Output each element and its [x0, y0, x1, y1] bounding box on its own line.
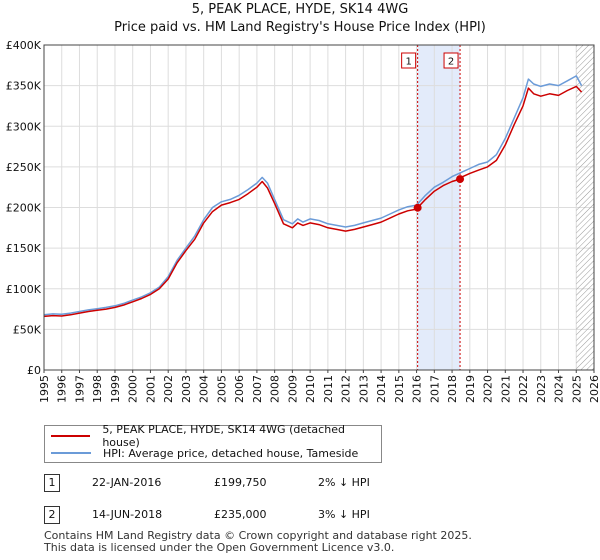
x-tick-label: 2010	[304, 375, 317, 403]
x-tick-label: 1996	[56, 375, 69, 403]
x-tick-label: 2015	[393, 375, 406, 403]
y-tick-label: £200K	[6, 202, 42, 215]
chart-title: 5, PEAK PLACE, HYDE, SK14 4WG	[191, 2, 409, 17]
transaction-number: 1	[44, 474, 60, 492]
footer-line: This data is licensed under the Open Gov…	[44, 541, 395, 554]
legend: 5, PEAK PLACE, HYDE, SK14 4WG (detached …	[44, 423, 382, 463]
legend-swatch-property	[51, 435, 91, 437]
x-tick-label: 2014	[375, 375, 388, 403]
legend-label-hpi: HPI: Average price, detached house, Tame…	[103, 446, 359, 460]
x-tick-label: 2020	[482, 375, 495, 403]
transaction-number: 2	[44, 506, 60, 524]
footer-attribution: Contains HM Land Registry data © Crown c…	[44, 530, 472, 554]
transaction-date: 22-JAN-2016	[92, 476, 162, 489]
y-tick-label: £150K	[6, 242, 42, 255]
transaction-point	[456, 175, 465, 184]
x-tick-label: 2000	[127, 375, 140, 403]
x-tick-label: 2021	[499, 375, 512, 403]
x-tick-label: 2019	[464, 375, 477, 403]
x-tick-label: 2022	[517, 375, 530, 403]
y-tick-label: £400K	[6, 39, 42, 52]
x-tick-label: 2002	[162, 375, 175, 403]
chart-subtitle: Price paid vs. HM Land Registry's House …	[114, 20, 486, 35]
transaction-marker-label: 2	[448, 57, 454, 68]
x-tick-label: 2006	[233, 375, 246, 403]
y-tick-label: £0	[27, 364, 41, 377]
transaction-hpi-diff: 2% ↓ HPI	[318, 476, 370, 489]
transaction-date: 14-JUN-2018	[92, 508, 163, 521]
transaction-marker-label: 1	[405, 57, 411, 68]
x-tick-label: 1999	[109, 375, 122, 403]
y-tick-label: £350K	[6, 80, 42, 93]
legend-item-property: 5, PEAK PLACE, HYDE, SK14 4WG (detached …	[51, 423, 381, 449]
transaction-price: £199,750	[214, 476, 267, 489]
x-tick-label: 2005	[215, 375, 228, 403]
forecast-hatch	[576, 45, 594, 370]
x-tick-label: 2016	[411, 375, 424, 403]
x-tick-label: 2008	[269, 375, 282, 403]
transaction-point	[413, 203, 422, 212]
y-tick-label: £250K	[6, 161, 42, 174]
legend-item-hpi: HPI: Average price, detached house, Tame…	[51, 445, 358, 461]
x-tick-label: 2023	[535, 375, 548, 403]
price-chart: 1 2 £0 £50K £100K £150K £200K £250K £300K £350K £…	[6, 39, 600, 403]
x-tick-label: 2007	[251, 375, 264, 403]
y-tick-label: £50K	[13, 323, 42, 336]
x-tick-label: 2001	[144, 375, 157, 403]
x-tick-label: 2018	[446, 375, 459, 403]
hpi-series-line	[43, 75, 583, 316]
x-tick-label: 2009	[286, 375, 299, 403]
property-series-line	[43, 85, 583, 318]
x-tick-label: 2003	[180, 375, 193, 403]
x-tick-label: 2011	[322, 375, 335, 403]
legend-label-property: 5, PEAK PLACE, HYDE, SK14 4WG (detached …	[102, 423, 345, 449]
x-tick-label: 2017	[428, 375, 441, 403]
x-tick-label: 1995	[38, 375, 51, 403]
x-tick-label: 2024	[553, 375, 566, 403]
x-tick-label: 1997	[73, 375, 86, 403]
x-tick-label: 2012	[340, 375, 353, 403]
x-tick-label: 1998	[91, 375, 104, 403]
y-tick-label: £300K	[6, 120, 42, 133]
x-tick-label: 2025	[570, 375, 583, 403]
transaction-price: £235,000	[214, 508, 267, 521]
transaction-marker-box	[443, 52, 459, 69]
legend-swatch-hpi	[51, 452, 91, 454]
footer-line: Contains HM Land Registry data © Crown c…	[44, 529, 472, 542]
x-tick-label: 2026	[588, 375, 600, 403]
x-tick-label: 2013	[357, 375, 370, 403]
transaction-hpi-diff: 3% ↓ HPI	[318, 508, 370, 521]
x-tick-label: 2004	[198, 375, 211, 403]
y-tick-label: £100K	[6, 283, 42, 296]
plot-frame	[43, 44, 595, 371]
transaction-marker-box	[401, 52, 417, 69]
